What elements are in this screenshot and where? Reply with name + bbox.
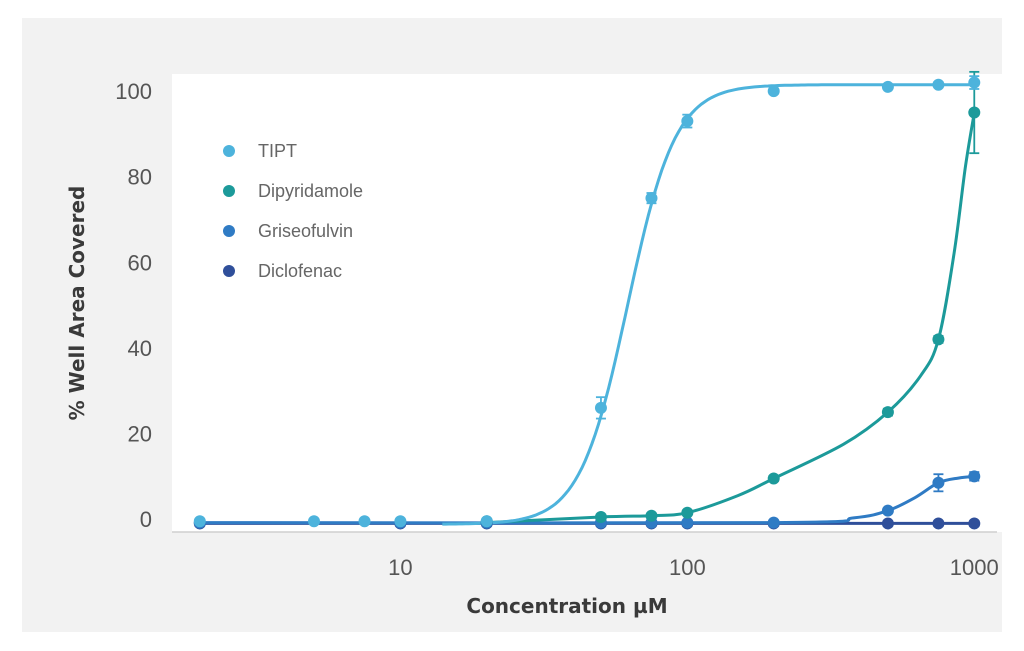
x-axis-ticks: 10 100 1000 bbox=[388, 555, 999, 580]
data-point-griseofulvin bbox=[767, 516, 780, 529]
data-point-griseofulvin bbox=[968, 470, 981, 483]
data-point-tipt bbox=[594, 401, 607, 414]
data-point-tipt bbox=[767, 85, 780, 98]
data-point-tipt bbox=[968, 76, 981, 89]
legend-label-diclofenac: Diclofenac bbox=[258, 261, 342, 281]
data-point-tipt bbox=[193, 515, 206, 528]
data-point-diclofenac bbox=[881, 517, 894, 530]
data-points bbox=[193, 70, 981, 530]
data-point-diclofenac bbox=[932, 517, 945, 530]
y-tick-label: 60 bbox=[128, 250, 152, 275]
legend-label-griseofulvin: Griseofulvin bbox=[258, 221, 353, 241]
data-point-tipt bbox=[394, 515, 407, 528]
chart-panel: 0 20 40 60 80 100 10 100 1000 TIPT Dipyridamole G… bbox=[22, 18, 1002, 632]
y-tick-label: 80 bbox=[128, 165, 152, 190]
data-point-tipt bbox=[932, 78, 945, 91]
data-point-dipyridamole bbox=[932, 333, 945, 346]
x-axis-title: Concentration µM bbox=[466, 594, 667, 618]
data-point-tipt bbox=[881, 80, 894, 93]
y-tick-label: 0 bbox=[140, 507, 152, 532]
data-point-griseofulvin bbox=[932, 476, 945, 489]
y-tick-label: 40 bbox=[128, 336, 152, 361]
fit-curve-griseofulvin bbox=[199, 474, 975, 525]
legend: TIPT Dipyridamole Griseofulvin Diclofenac bbox=[223, 141, 363, 281]
data-point-dipyridamole bbox=[681, 506, 694, 519]
legend-marker-diclofenac bbox=[223, 265, 235, 277]
x-tick-label: 1000 bbox=[950, 555, 999, 580]
data-point-dipyridamole bbox=[645, 509, 658, 522]
legend-label-tipt: TIPT bbox=[258, 141, 297, 161]
data-point-tipt bbox=[645, 192, 658, 205]
x-tick-label: 100 bbox=[669, 555, 706, 580]
x-tick-label: 10 bbox=[388, 555, 412, 580]
data-point-dipyridamole bbox=[968, 106, 981, 119]
legend-marker-dipyridamole bbox=[223, 185, 235, 197]
y-tick-label: 20 bbox=[128, 422, 152, 447]
y-axis-ticks: 0 20 40 60 80 100 bbox=[115, 79, 152, 532]
data-point-tipt bbox=[358, 515, 371, 528]
data-point-griseofulvin bbox=[681, 516, 694, 529]
data-point-tipt bbox=[681, 115, 694, 128]
data-point-dipyridamole bbox=[767, 472, 780, 485]
y-tick-label: 100 bbox=[115, 79, 152, 104]
data-point-diclofenac bbox=[968, 517, 981, 530]
data-point-griseofulvin bbox=[881, 504, 894, 517]
data-point-dipyridamole bbox=[594, 511, 607, 524]
legend-marker-griseofulvin bbox=[223, 225, 235, 237]
legend-marker-tipt bbox=[223, 145, 235, 157]
chart: 0 20 40 60 80 100 10 100 1000 TIPT Dipyridamole G… bbox=[65, 70, 1002, 618]
y-axis-title: % Well Area Covered bbox=[65, 186, 89, 421]
legend-label-dipyridamole: Dipyridamole bbox=[258, 181, 363, 201]
data-point-tipt bbox=[480, 515, 493, 528]
data-point-tipt bbox=[307, 515, 320, 528]
data-point-dipyridamole bbox=[881, 406, 894, 419]
